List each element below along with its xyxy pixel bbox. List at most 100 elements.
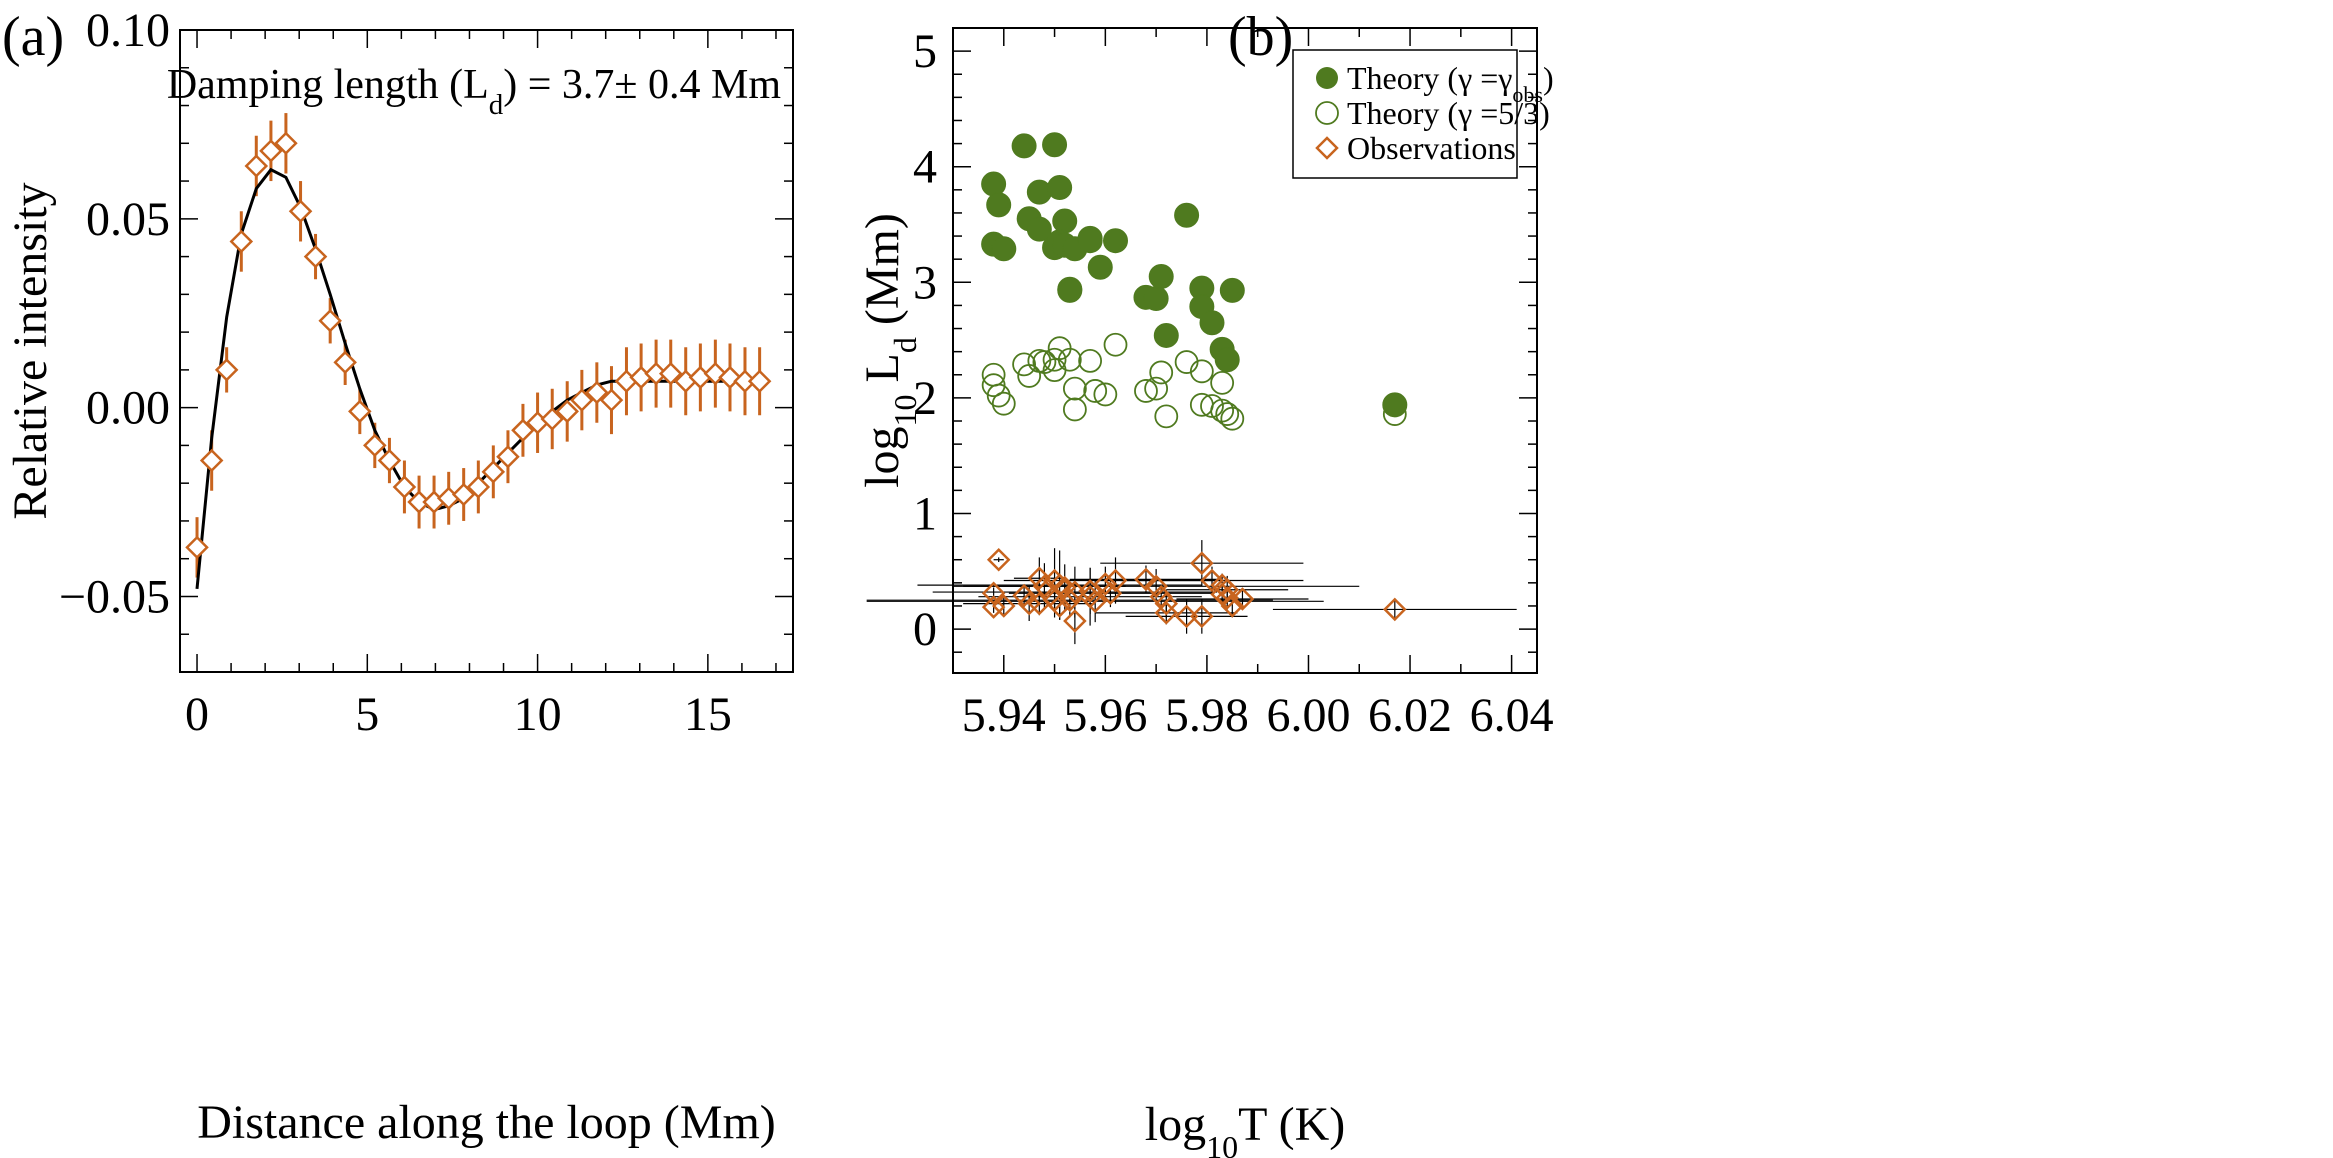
theory-gamma-5-3-point: [1144, 376, 1169, 401]
observation-diamond: [318, 309, 342, 333]
theory-gamma-obs-point: [1153, 322, 1179, 348]
theory-gamma-5-3-point: [1189, 359, 1214, 384]
observation-diamond: [392, 475, 417, 499]
theory-gamma-obs-point: [1382, 392, 1408, 418]
theory-gamma-5-3-point: [1200, 394, 1224, 418]
theory-gamma-5-3-point: [1012, 352, 1036, 377]
theory-gamma-obs-point: [1077, 228, 1103, 254]
legend-diamond-icon: [1315, 136, 1339, 160]
observation-diamond: [303, 244, 328, 269]
observation-diamond: [1093, 572, 1118, 596]
legend-label-text: ): [1543, 60, 1554, 96]
theory-gamma-obs-point: [1011, 133, 1037, 159]
observation-diamond: [555, 399, 579, 424]
panel-b-legend: Theory (γ =γobs)Theory (γ =5/3)Observati…: [1292, 49, 1554, 179]
observation-diamond: [451, 482, 476, 507]
observation-diamond: [1134, 567, 1158, 592]
x-tick-label: 5: [355, 688, 379, 741]
theory-gamma-obs-point: [981, 171, 1007, 197]
observation-diamond: [199, 448, 224, 473]
theory-gamma-obs-point: [1219, 277, 1245, 303]
observation-diamond: [1383, 597, 1407, 622]
x-tick-label: 5.94: [962, 689, 1046, 742]
x-tick-label: 0: [185, 688, 209, 741]
observation-diamond: [274, 131, 298, 156]
y-tick-label: 1: [913, 487, 937, 540]
observation-diamond: [348, 399, 372, 424]
observation-diamond: [288, 199, 313, 224]
observation-diamond: [511, 418, 535, 443]
observation-diamond: [1078, 579, 1102, 603]
observation-diamond: [1154, 601, 1179, 625]
theory-gamma-5-3-point: [1062, 397, 1087, 422]
legend-label: Observations: [1347, 130, 1516, 166]
panel-a-tick-labels: 0 5 10 15 −0.05 0.00 0.05 0.10: [59, 4, 732, 741]
observation-diamond: [333, 350, 357, 375]
theory-gamma-5-3-point: [1057, 347, 1082, 372]
theory-gamma-obs-point: [1174, 202, 1200, 228]
panel-a-x-axis-label: Distance along the loop (Mm): [197, 1096, 776, 1149]
panel-a-y-axis-label: Relative intensity: [4, 182, 57, 519]
theory-gamma-5-3-point: [1154, 404, 1179, 429]
panel-a-ticks: [180, 29, 793, 673]
theory-gamma-5-3-point: [1134, 379, 1158, 403]
observation-diamond: [658, 361, 683, 386]
y-tick-label: 2: [913, 372, 937, 425]
theory-gamma-obs-point: [986, 192, 1012, 218]
observation-diamond: [1230, 587, 1255, 611]
theory-gamma-obs-point: [1042, 132, 1068, 158]
x-tick-label: 6.02: [1368, 689, 1452, 742]
observation-diamond: [986, 547, 1011, 572]
observation-diamond: [185, 535, 209, 560]
observation-diamond: [481, 460, 506, 484]
observation-diamond: [466, 475, 491, 499]
observation-diamond: [244, 154, 269, 178]
theory-gamma-obs-point: [1214, 347, 1240, 373]
theory-gamma-5-3-point: [986, 383, 1011, 408]
panel-b-data: [866, 132, 1517, 645]
theory-gamma-5-3-point: [1210, 370, 1235, 395]
theory-gamma-5-3-point: [1103, 332, 1128, 357]
observation-diamond: [1017, 591, 1041, 616]
observation-diamond: [1215, 586, 1239, 610]
legend-label-subscript: obs: [1512, 82, 1543, 107]
legend-label: Theory (γ =γobs): [1347, 60, 1554, 107]
theory-gamma-5-3-point: [1220, 406, 1245, 431]
theory-gamma-obs-point: [1143, 285, 1169, 311]
theory-gamma-5-3-point: [1093, 382, 1118, 407]
theory-gamma-obs-point: [1103, 228, 1129, 254]
theory-gamma-5-3-point: [1149, 360, 1174, 385]
observation-diamond: [1220, 594, 1245, 618]
observation-diamond: [1047, 594, 1072, 618]
y-tick-label: 5: [913, 25, 937, 78]
observation-diamond: [1190, 604, 1214, 629]
theory-gamma-5-3-point: [1042, 347, 1067, 372]
panel-b-x-axis-label: log10T (K): [1145, 1098, 1345, 1158]
observation-diamond: [496, 444, 520, 469]
observation-diamond: [540, 407, 564, 431]
observation-diamond: [1190, 551, 1214, 575]
y-tick-label: 4: [913, 141, 937, 194]
observation-diamond: [229, 229, 254, 254]
theory-gamma-5-3-point: [1062, 376, 1087, 401]
observation-diamond: [1058, 588, 1082, 612]
observation-diamond: [259, 139, 283, 163]
observation-diamond: [599, 388, 624, 412]
observation-diamond: [1174, 604, 1199, 629]
theory-gamma-obs-point: [1052, 208, 1078, 234]
panel-a-plot-frame: [179, 29, 794, 673]
x-tick-label: 5.96: [1063, 689, 1147, 742]
x-tick-label: 10: [514, 688, 562, 741]
observation-diamond: [1103, 568, 1128, 593]
theory-gamma-obs-point: [1047, 175, 1073, 201]
observation-diamond: [570, 388, 594, 412]
theory-gamma-5-3-point: [1078, 349, 1103, 373]
theory-gamma-5-3-point: [1083, 379, 1108, 403]
legend-label: Theory (γ =5/3): [1347, 95, 1550, 131]
legend-filled-circle-icon: [1316, 67, 1338, 89]
x-tick-label: 6.04: [1470, 689, 1554, 742]
theory-gamma-obs-point: [1199, 310, 1225, 336]
panel-a-label: (a): [2, 6, 64, 68]
observation-diamond: [747, 369, 772, 393]
